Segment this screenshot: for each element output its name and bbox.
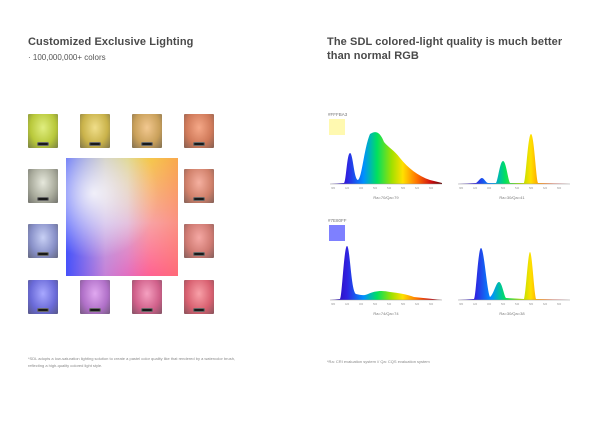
row2-hex-label: #7E80FF (328, 218, 347, 223)
tile-10 (80, 280, 110, 314)
color-gamut-square (66, 158, 178, 276)
svg-text:500: 500 (373, 303, 378, 306)
tile-8 (184, 224, 214, 258)
right-footnote: *Ra: CRI evaluation system // Qa: CQS ev… (327, 359, 430, 364)
lamp-icon (193, 308, 205, 312)
svg-text:380: 380 (331, 303, 336, 306)
svg-text:580: 580 (529, 187, 534, 190)
svg-text:420: 420 (345, 187, 350, 190)
left-subtitle: · 100,000,000+ colors (28, 53, 106, 62)
lamp-icon (37, 197, 49, 201)
svg-text:660: 660 (557, 303, 562, 306)
row1-swatch (329, 119, 345, 135)
svg-text:420: 420 (473, 303, 478, 306)
lamp-icon (141, 308, 153, 312)
row1-rgb-spectrum: 380 420 460 500 540 580 620 660 (458, 134, 570, 190)
svg-text:540: 540 (387, 303, 392, 306)
svg-text:460: 460 (487, 187, 492, 190)
right-title-line-1: The SDL colored-light quality is much be… (327, 36, 563, 48)
row1-sdl-caption: Ra=70/Qa=79 (373, 195, 399, 200)
tile-12 (184, 280, 214, 314)
svg-text:460: 460 (359, 303, 364, 306)
tile-4 (184, 114, 214, 148)
row1-sdl-spectrum: 380 420 460 500 540 580 620 660 (330, 132, 442, 190)
row2-rgb-spectrum: 380 420 460 500 540 580 620 660 (458, 248, 570, 306)
left-footnote-line-2: reflecting a high-quality colored light … (28, 363, 103, 368)
lamp-icon (37, 252, 49, 256)
svg-text:580: 580 (401, 303, 406, 306)
svg-text:580: 580 (529, 303, 534, 306)
tile-2 (80, 114, 110, 148)
lamp-icon (141, 142, 153, 146)
tile-5 (28, 169, 58, 203)
svg-text:620: 620 (543, 187, 548, 190)
lamp-icon (193, 197, 205, 201)
svg-text:420: 420 (473, 187, 478, 190)
svg-text:540: 540 (387, 187, 392, 190)
tile-9 (28, 280, 58, 314)
lamp-icon (193, 142, 205, 146)
svg-text:660: 660 (557, 187, 562, 190)
svg-text:460: 460 (359, 187, 364, 190)
row1-hex-label: #FFFBA3 (328, 112, 348, 117)
svg-text:500: 500 (501, 187, 506, 190)
lamp-icon (37, 308, 49, 312)
left-footnote: *SDL adopts a low-saturation lighting so… (28, 355, 298, 369)
svg-text:660: 660 (429, 303, 434, 306)
tile-7 (28, 224, 58, 258)
left-title: Customized Exclusive Lighting (28, 36, 194, 48)
right-title: The SDL colored-light quality is much be… (327, 36, 562, 62)
svg-text:380: 380 (459, 187, 464, 190)
right-title-line-2: than normal RGB (327, 50, 419, 62)
left-footnote-line-1: *SDL adopts a low-saturation lighting so… (28, 356, 236, 361)
lamp-icon (89, 142, 101, 146)
svg-text:380: 380 (459, 303, 464, 306)
row2-swatch (329, 225, 345, 241)
svg-text:620: 620 (543, 303, 548, 306)
svg-text:380: 380 (331, 187, 336, 190)
svg-text:540: 540 (515, 187, 520, 190)
tile-1 (28, 114, 58, 148)
row2-rgb-caption: Ra=30/Qa=38 (499, 311, 525, 316)
svg-text:500: 500 (373, 187, 378, 190)
svg-text:500: 500 (501, 303, 506, 306)
row2-sdl-spectrum: 380 420 460 500 540 580 620 660 (330, 246, 442, 306)
lamp-icon (193, 252, 205, 256)
svg-text:620: 620 (415, 187, 420, 190)
svg-text:540: 540 (515, 303, 520, 306)
lamp-icon (89, 308, 101, 312)
svg-text:580: 580 (401, 187, 406, 190)
tile-11 (132, 280, 162, 314)
row1-rgb-caption: Ra=30/Qa=41 (499, 195, 525, 200)
tile-3 (132, 114, 162, 148)
svg-text:420: 420 (345, 303, 350, 306)
svg-text:460: 460 (487, 303, 492, 306)
row2-sdl-caption: Ra=74/Qa=74 (373, 311, 399, 316)
lamp-icon (37, 142, 49, 146)
svg-text:660: 660 (429, 187, 434, 190)
svg-text:620: 620 (415, 303, 420, 306)
tile-6 (184, 169, 214, 203)
